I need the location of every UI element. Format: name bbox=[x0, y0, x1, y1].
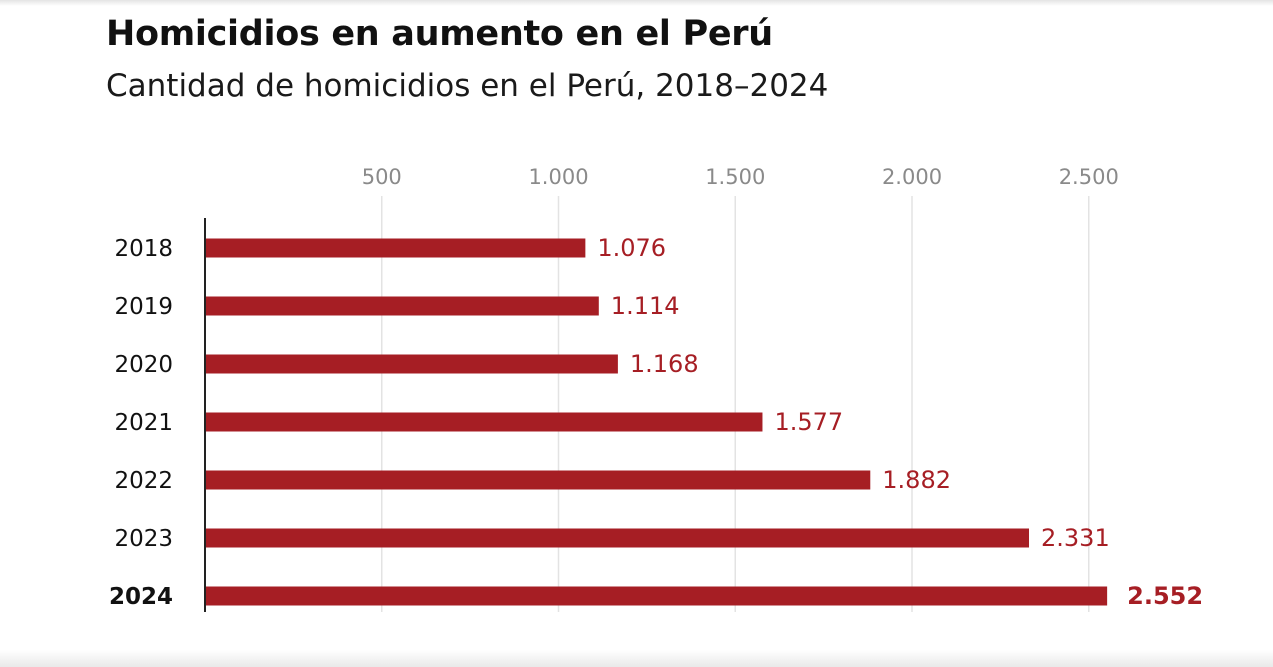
chart-title: Homicidios en aumento en el Perú bbox=[106, 14, 773, 54]
value-label-2020: 1.168 bbox=[630, 350, 699, 378]
x-axis-ticks: 500 1.000 1.500 2.000 2.500 bbox=[362, 165, 1119, 189]
bar-2023 bbox=[205, 528, 1030, 548]
value-label-2018: 1.076 bbox=[597, 234, 666, 262]
bar-2020 bbox=[205, 354, 618, 374]
category-label-2021: 2021 bbox=[114, 410, 173, 436]
value-label-2024: 2.552 bbox=[1127, 582, 1203, 610]
bar-2018 bbox=[205, 238, 586, 258]
bar-2024 bbox=[205, 586, 1108, 606]
bar-2022 bbox=[205, 470, 871, 490]
x-tick-label: 1.000 bbox=[528, 165, 588, 189]
top-shade bbox=[0, 0, 1273, 6]
category-label-2023: 2023 bbox=[114, 526, 173, 552]
bars: 2018 1.076 2019 1.114 2020 1.168 2021 1.577 2022… bbox=[109, 234, 1203, 610]
bottom-shade bbox=[0, 650, 1273, 667]
x-tick-label: 2.000 bbox=[882, 165, 942, 189]
value-label-2022: 1.882 bbox=[882, 466, 951, 494]
x-tick-label: 1.500 bbox=[705, 165, 765, 189]
chart-subtitle: Cantidad de homicidios en el Perú, 2018–… bbox=[106, 68, 829, 104]
gridlines bbox=[381, 196, 1090, 612]
category-label-2020: 2020 bbox=[114, 352, 173, 378]
x-tick-label: 500 bbox=[362, 165, 402, 189]
bar-2019 bbox=[205, 296, 599, 316]
value-label-2021: 1.577 bbox=[774, 408, 843, 436]
category-label-2022: 2022 bbox=[114, 468, 173, 494]
category-label-2019: 2019 bbox=[114, 294, 173, 320]
value-label-2023: 2.331 bbox=[1041, 524, 1110, 552]
value-label-2019: 1.114 bbox=[611, 292, 680, 320]
category-label-2024: 2024 bbox=[109, 584, 173, 610]
x-tick-label: 2.500 bbox=[1059, 165, 1119, 189]
bar-2021 bbox=[205, 412, 763, 432]
category-label-2018: 2018 bbox=[114, 236, 173, 262]
